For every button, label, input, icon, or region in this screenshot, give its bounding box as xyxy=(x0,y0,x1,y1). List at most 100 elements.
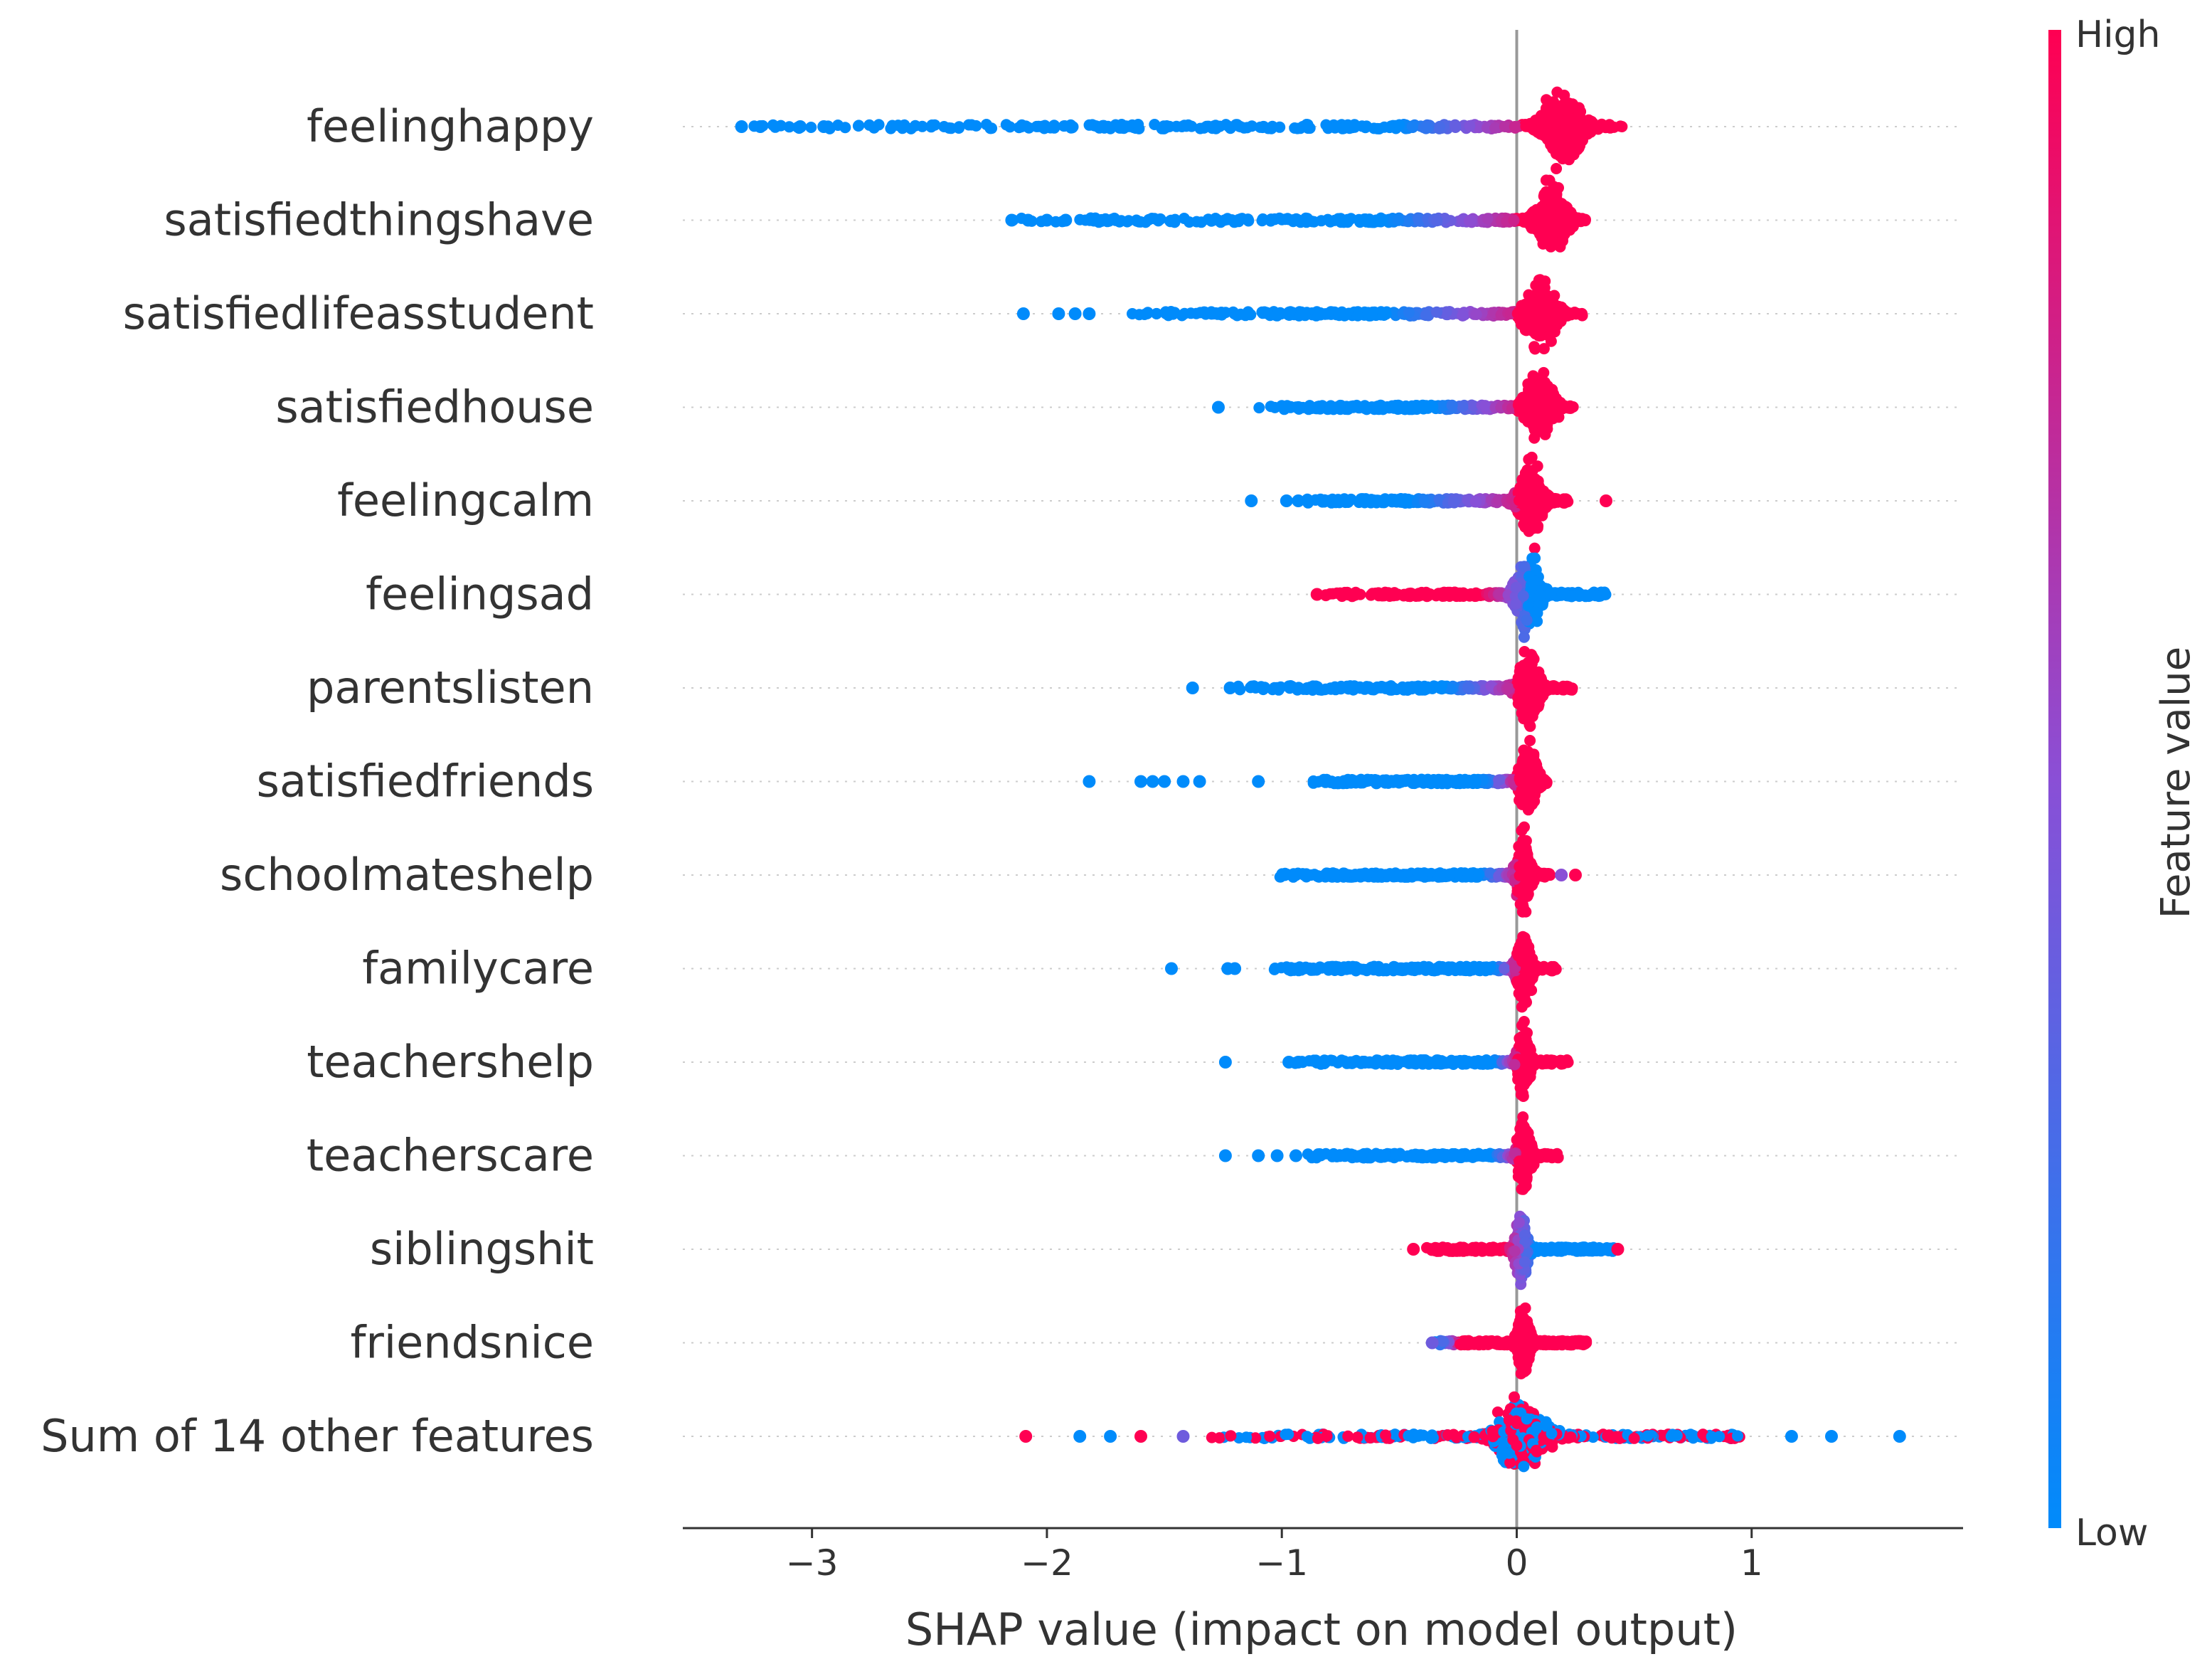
shap-dot xyxy=(1338,216,1350,228)
shap-dot xyxy=(1517,590,1529,602)
shap-dot xyxy=(1482,122,1493,134)
shap-dot xyxy=(1257,213,1269,225)
shap-dot xyxy=(1537,209,1549,221)
shap-dot xyxy=(1521,395,1532,407)
shap-dot xyxy=(1318,773,1330,785)
shap-dot xyxy=(1541,94,1553,106)
shap-dot xyxy=(1198,122,1210,134)
shap-dot xyxy=(1412,776,1424,788)
shap-dot xyxy=(1358,775,1370,787)
shap-dot xyxy=(1319,496,1331,508)
shap-dot xyxy=(1469,495,1482,507)
shap-dot xyxy=(1528,515,1539,527)
shap-dot xyxy=(1521,614,1533,626)
shap-dot xyxy=(783,121,795,133)
shap-dot xyxy=(1420,309,1432,322)
shap-dot xyxy=(1074,213,1086,226)
shap-dot xyxy=(1547,682,1559,694)
shap-dot xyxy=(1579,215,1591,227)
shap-dot xyxy=(1547,138,1559,150)
shap-dot xyxy=(1509,121,1521,133)
shap-dot xyxy=(1282,309,1294,321)
shap-dot xyxy=(1499,121,1511,132)
feature-dots xyxy=(1310,552,1612,643)
shap-dot xyxy=(775,120,787,132)
shap-dot xyxy=(1122,215,1134,227)
shap-dot xyxy=(1358,401,1370,413)
shap-dot xyxy=(1355,494,1367,507)
shap-outlier-dot xyxy=(794,120,807,133)
shap-dot xyxy=(1146,213,1158,224)
shap-dot xyxy=(1563,139,1575,151)
shap-outlier-dot xyxy=(1280,494,1293,507)
shap-dot xyxy=(909,120,921,132)
feature-dots xyxy=(1083,735,1553,816)
shap-dot xyxy=(1159,306,1171,318)
shap-dot xyxy=(1319,684,1331,696)
shap-dot xyxy=(1533,380,1545,392)
feature-dots xyxy=(1245,451,1612,554)
shap-dot xyxy=(1235,308,1247,320)
shap-dot xyxy=(1353,213,1365,226)
shap-dot xyxy=(1575,105,1587,117)
shap-dot xyxy=(1235,213,1247,225)
shap-outlier-dot xyxy=(1016,307,1030,320)
shap-dot xyxy=(1020,120,1032,132)
shap-dot xyxy=(1431,306,1442,318)
shap-dot xyxy=(1519,316,1531,328)
shap-dot xyxy=(1590,590,1602,602)
shap-dot xyxy=(1538,343,1550,355)
shap-dot xyxy=(1065,122,1077,134)
shap-dot xyxy=(1366,308,1378,320)
shap-dot xyxy=(1457,309,1469,322)
shap-dot xyxy=(1418,684,1430,696)
shap-dot xyxy=(1551,187,1563,199)
shap-outlier-dot xyxy=(1052,307,1065,320)
shap-dot xyxy=(1398,401,1410,413)
shap-dot xyxy=(839,122,851,134)
shap-dot xyxy=(1535,406,1547,418)
shap-dot xyxy=(1292,122,1304,134)
shap-dot xyxy=(1565,98,1577,110)
shap-dot xyxy=(1179,307,1191,319)
shap-dot xyxy=(1265,401,1277,413)
shap-dot xyxy=(1563,112,1575,124)
shap-dot xyxy=(1333,309,1345,322)
shap-dot xyxy=(1102,120,1114,132)
shap-dot xyxy=(1208,308,1220,320)
shap-dot xyxy=(1524,735,1536,746)
shap-outlier-dot xyxy=(1186,682,1199,694)
shap-dot xyxy=(892,120,904,132)
shap-dot xyxy=(1112,215,1124,227)
shap-dot xyxy=(1548,116,1560,128)
shap-dot xyxy=(1086,119,1098,131)
shap-dot xyxy=(1551,148,1562,160)
shap-dot xyxy=(1036,120,1048,132)
shap-outlier-dot xyxy=(1005,213,1019,227)
shap-dot xyxy=(1438,589,1450,601)
shap-dot xyxy=(1546,199,1558,211)
shap-dot xyxy=(1431,215,1443,227)
shap-dot xyxy=(1133,122,1145,134)
shap-dot xyxy=(1457,401,1469,413)
shap-dot xyxy=(1418,403,1430,415)
shap-outlier-dot xyxy=(1245,494,1258,507)
shap-dot xyxy=(1464,120,1476,132)
shap-dot xyxy=(1376,590,1388,602)
shap-dot xyxy=(1368,775,1380,787)
shap-dot xyxy=(1301,119,1312,130)
shap-dot xyxy=(1329,122,1341,134)
shap-dot xyxy=(868,122,880,134)
shap-dot xyxy=(1267,120,1278,132)
shap-dot xyxy=(1556,103,1568,115)
shap-dot xyxy=(1545,127,1557,139)
shap-dot xyxy=(1393,214,1404,226)
shap-dot xyxy=(1536,275,1548,287)
shap-dot xyxy=(1552,307,1564,319)
shap-outlier-dot xyxy=(1068,307,1082,320)
shap-dot xyxy=(1527,485,1538,497)
shap-dot xyxy=(1127,308,1138,319)
shap-dot xyxy=(1210,122,1222,134)
shap-dot xyxy=(1393,119,1405,131)
shap-dot xyxy=(1543,330,1555,342)
